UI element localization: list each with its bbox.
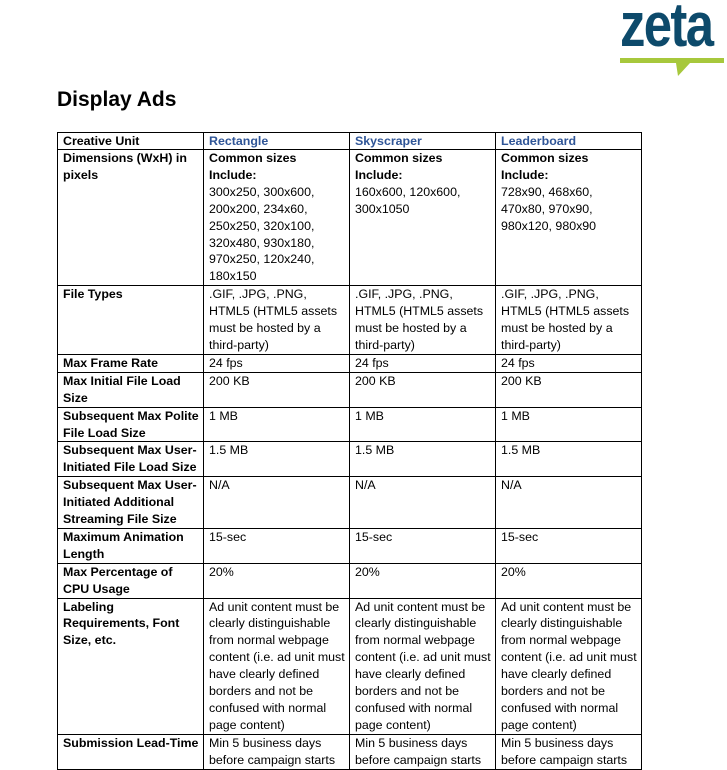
- cell: 1 MB: [349, 406, 496, 443]
- table-row: Dimensions (WxH) in pixels Common sizes …: [57, 148, 642, 287]
- cell: Common sizes Include: 160x600, 120x600, 3…: [349, 148, 496, 287]
- cell: 1 MB: [495, 406, 642, 443]
- cell: 15-sec: [495, 527, 642, 564]
- cell: .GIF, .JPG, .PNG, HTML5 (HTML5 assets mu…: [203, 285, 350, 355]
- cell: Ad unit content must be clearly distingu…: [349, 597, 496, 735]
- cell: N/A: [203, 476, 350, 529]
- header-leaderboard: Leaderboard: [495, 132, 642, 150]
- cell: N/A: [495, 476, 642, 529]
- cell: 1 MB: [203, 406, 350, 443]
- cell: 1.5 MB: [495, 441, 642, 478]
- table-row: Max Percentage of CPU Usage 20% 20% 20%: [57, 562, 642, 599]
- row-label: Max Initial File Load Size: [57, 371, 204, 408]
- cell: Ad unit content must be clearly distingu…: [495, 597, 642, 735]
- cell: Common sizes Include: 728x90, 468x60, 470…: [495, 148, 642, 287]
- cell: Ad unit content must be clearly distingu…: [203, 597, 350, 735]
- cell: 24 fps: [349, 353, 496, 373]
- table-row: Max Initial File Load Size 200 KB 200 KB 20…: [57, 371, 642, 408]
- table-row: Max Frame Rate 24 fps 24 fps 24 fps: [57, 353, 642, 373]
- cell: Min 5 business days before campaign star…: [349, 733, 496, 770]
- table-row: Subsequent Max User-Initiated Additional…: [57, 476, 642, 529]
- header-creative-unit: Creative Unit: [57, 132, 204, 150]
- cell: Common sizes Include: 300x250, 300x600, 2…: [203, 148, 350, 287]
- cell: 20%: [203, 562, 350, 599]
- row-label: Max Frame Rate: [57, 353, 204, 373]
- row-label: Submission Lead-Time: [57, 733, 204, 770]
- cell: 15-sec: [203, 527, 350, 564]
- sizes-prefix: Common sizes Include:: [209, 151, 297, 182]
- sizes: 160x600, 120x600, 300x1050: [355, 184, 461, 216]
- sizes-prefix: Common sizes Include:: [355, 151, 443, 182]
- table-row: Maximum Animation Length 15-sec 15-sec 15-s…: [57, 527, 642, 564]
- row-label: Subsequent Max User-Initiated File Load …: [57, 441, 204, 478]
- header-rectangle: Rectangle: [203, 132, 350, 150]
- table-row: File Types .GIF, .JPG, .PNG, HTML5 (HTML5…: [57, 285, 642, 355]
- logo-text: zeta: [620, 0, 714, 60]
- header-row: Creative Unit Rectangle Skyscraper Leade…: [57, 132, 642, 150]
- cell: 24 fps: [495, 353, 642, 373]
- sizes-prefix: Common sizes Include:: [501, 151, 589, 182]
- cell: 24 fps: [203, 353, 350, 373]
- row-label: File Types: [57, 285, 204, 355]
- table-row: Labeling Requirements, Font Size, etc. Ad…: [57, 597, 642, 735]
- cell: 1.5 MB: [349, 441, 496, 478]
- row-label: Labeling Requirements, Font Size, etc.: [57, 597, 204, 735]
- table-row: Subsequent Max User-Initiated File Load …: [57, 441, 642, 478]
- row-label: Maximum Animation Length: [57, 527, 204, 564]
- cell: 200 KB: [349, 371, 496, 408]
- specs-table: Creative Unit Rectangle Skyscraper Leade…: [57, 132, 642, 770]
- cell: .GIF, .JPG, .PNG, HTML5 (HTML5 assets mu…: [495, 285, 642, 355]
- zeta-logo: zeta: [620, 0, 724, 78]
- cell: 200 KB: [203, 371, 350, 408]
- sizes: 728x90, 468x60, 470x80, 970x90, 980x120,…: [501, 184, 597, 233]
- table-row: Subsequent Max Polite File Load Size 1 MB…: [57, 406, 642, 443]
- cell: 20%: [495, 562, 642, 599]
- row-label: Subsequent Max User-Initiated Additional…: [57, 476, 204, 529]
- cell: 15-sec: [349, 527, 496, 564]
- header-skyscraper: Skyscraper: [349, 132, 496, 150]
- cell: N/A: [349, 476, 496, 529]
- logo-underline: [620, 58, 724, 76]
- row-label: Dimensions (WxH) in pixels: [57, 148, 204, 287]
- row-label: Max Percentage of CPU Usage: [57, 562, 204, 599]
- cell: 200 KB: [495, 371, 642, 408]
- table-row: Submission Lead-Time Min 5 business days …: [57, 733, 642, 770]
- cell: Min 5 business days before campaign star…: [495, 733, 642, 770]
- cell: 20%: [349, 562, 496, 599]
- cell: Min 5 business days before campaign star…: [203, 733, 350, 770]
- sizes: 300x250, 300x600, 200x200, 234x60, 250x2…: [209, 184, 315, 284]
- row-label: Subsequent Max Polite File Load Size: [57, 406, 204, 443]
- cell: 1.5 MB: [203, 441, 350, 478]
- page-title: Display Ads: [57, 88, 177, 111]
- cell: .GIF, .JPG, .PNG, HTML5 (HTML5 assets mu…: [349, 285, 496, 355]
